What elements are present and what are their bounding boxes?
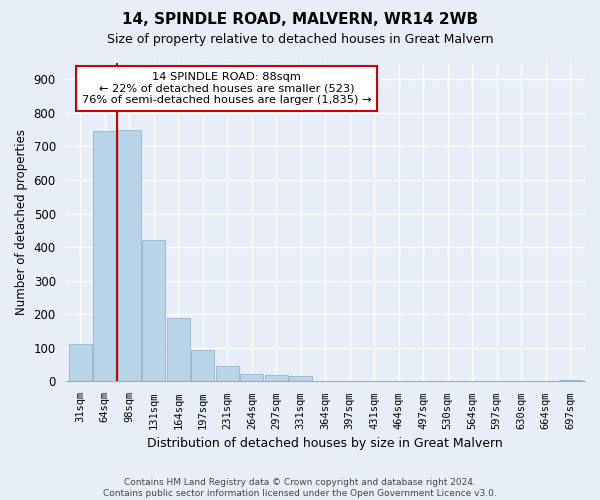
Text: Contains HM Land Registry data © Crown copyright and database right 2024.
Contai: Contains HM Land Registry data © Crown c… bbox=[103, 478, 497, 498]
Bar bbox=[559, 380, 582, 382]
Bar bbox=[240, 374, 263, 382]
Bar bbox=[215, 366, 239, 382]
Bar bbox=[118, 130, 141, 382]
X-axis label: Distribution of detached houses by size in Great Malvern: Distribution of detached houses by size … bbox=[148, 437, 503, 450]
Text: 14, SPINDLE ROAD, MALVERN, WR14 2WB: 14, SPINDLE ROAD, MALVERN, WR14 2WB bbox=[122, 12, 478, 28]
Bar bbox=[265, 376, 288, 382]
Text: Size of property relative to detached houses in Great Malvern: Size of property relative to detached ho… bbox=[107, 32, 493, 46]
Bar bbox=[68, 344, 92, 382]
Text: 14 SPINDLE ROAD: 88sqm
← 22% of detached houses are smaller (523)
76% of semi-de: 14 SPINDLE ROAD: 88sqm ← 22% of detached… bbox=[82, 72, 371, 106]
Bar bbox=[167, 318, 190, 382]
Bar bbox=[191, 350, 214, 382]
Bar bbox=[93, 132, 116, 382]
Bar bbox=[289, 376, 313, 382]
Bar bbox=[142, 240, 166, 382]
Y-axis label: Number of detached properties: Number of detached properties bbox=[15, 129, 28, 315]
